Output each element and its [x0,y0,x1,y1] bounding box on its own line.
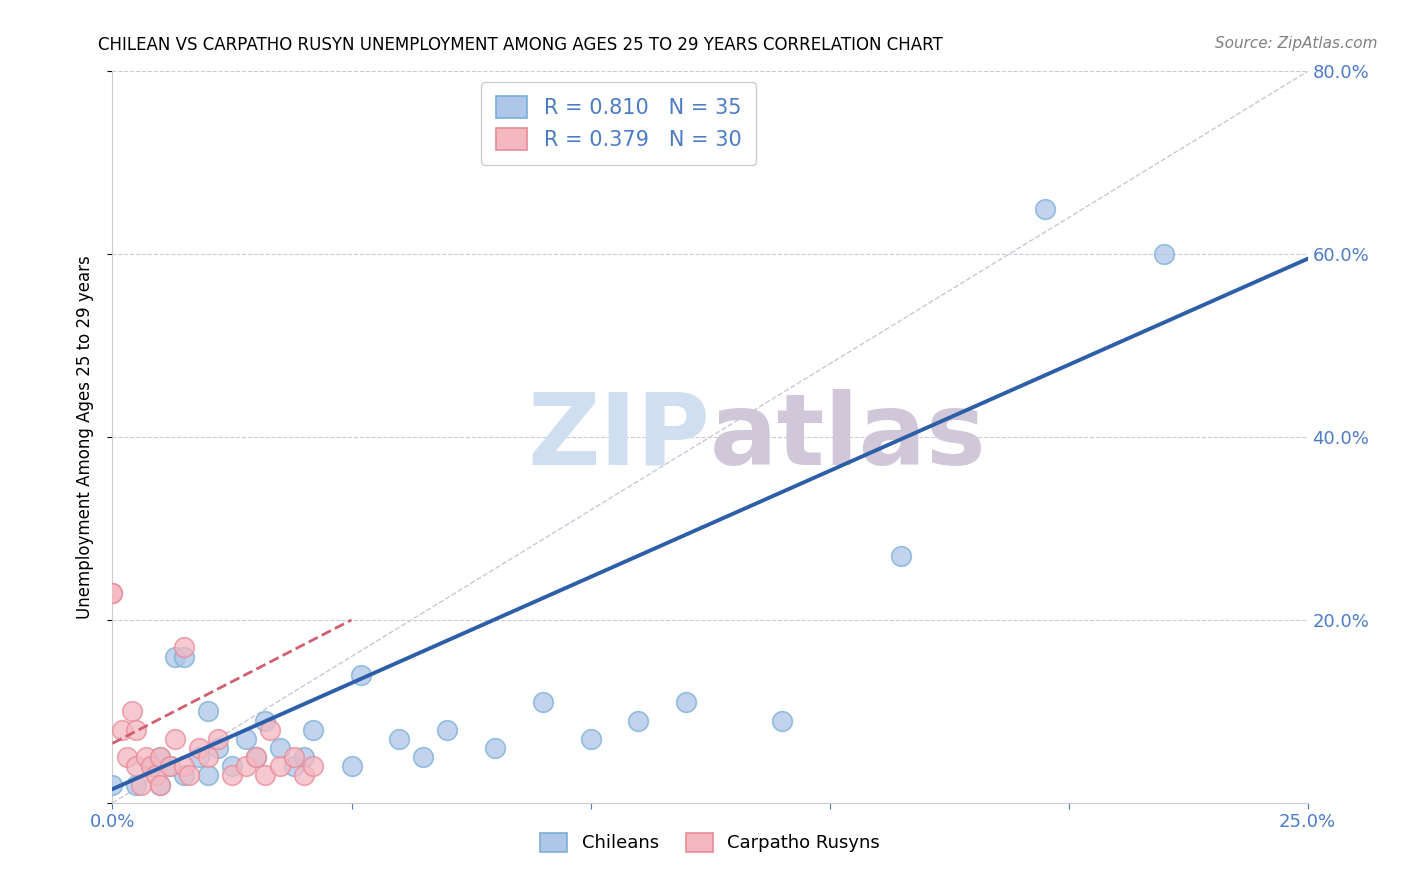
Point [173,768,195,782]
Y-axis label: Unemployment Among Ages 25 to 29 years: Unemployment Among Ages 25 to 29 years [76,255,94,619]
Point [125,778,148,792]
Text: ZIP: ZIP [527,389,710,485]
Point [149,750,172,764]
Point [259,723,281,737]
Point [139,759,162,773]
Point [890,549,912,563]
Point [115,750,138,764]
Point [187,740,209,755]
Point [436,723,458,737]
Point [197,750,219,764]
Point [173,759,195,773]
Point [149,778,172,792]
Point [125,723,148,737]
Point [149,778,172,792]
Point [283,750,305,764]
Point [292,768,315,782]
Point [340,759,363,773]
Point [221,759,243,773]
Point [129,778,152,792]
Point [579,731,602,746]
Point [163,731,186,746]
Point [484,740,506,755]
Point [173,640,195,655]
Point [283,759,305,773]
Legend: Chileans, Carpatho Rusyns: Chileans, Carpatho Rusyns [533,826,887,860]
Text: atlas: atlas [710,389,987,485]
Point [101,778,124,792]
Point [163,649,186,664]
Point [207,740,229,755]
Point [149,750,172,764]
Point [350,667,373,681]
Point [269,740,291,755]
Point [145,768,167,782]
Point [1033,202,1056,216]
Point [531,695,554,709]
Point [1153,247,1175,261]
Point [197,705,219,719]
Point [159,759,181,773]
Point [254,714,277,728]
Point [675,695,697,709]
Point [197,768,219,782]
Point [388,731,411,746]
Point [101,585,124,599]
Point [302,723,325,737]
Point [207,731,229,746]
Point [269,759,291,773]
Text: CHILEAN VS CARPATHO RUSYN UNEMPLOYMENT AMONG AGES 25 TO 29 YEARS CORRELATION CHA: CHILEAN VS CARPATHO RUSYN UNEMPLOYMENT A… [98,36,943,54]
Point [173,649,195,664]
Point [245,750,267,764]
Point [627,714,650,728]
Point [187,750,209,764]
Point [235,731,257,746]
Point [292,750,315,764]
Point [159,759,181,773]
Point [302,759,325,773]
Text: Source: ZipAtlas.com: Source: ZipAtlas.com [1215,36,1378,51]
Point [125,759,148,773]
Point [221,768,243,782]
Point [254,768,277,782]
Point [135,750,157,764]
Point [177,768,200,782]
Point [121,705,143,719]
Point [245,750,267,764]
Point [412,750,434,764]
Point [111,723,134,737]
Point [139,759,162,773]
Point [235,759,257,773]
Point [101,585,124,599]
Point [770,714,793,728]
